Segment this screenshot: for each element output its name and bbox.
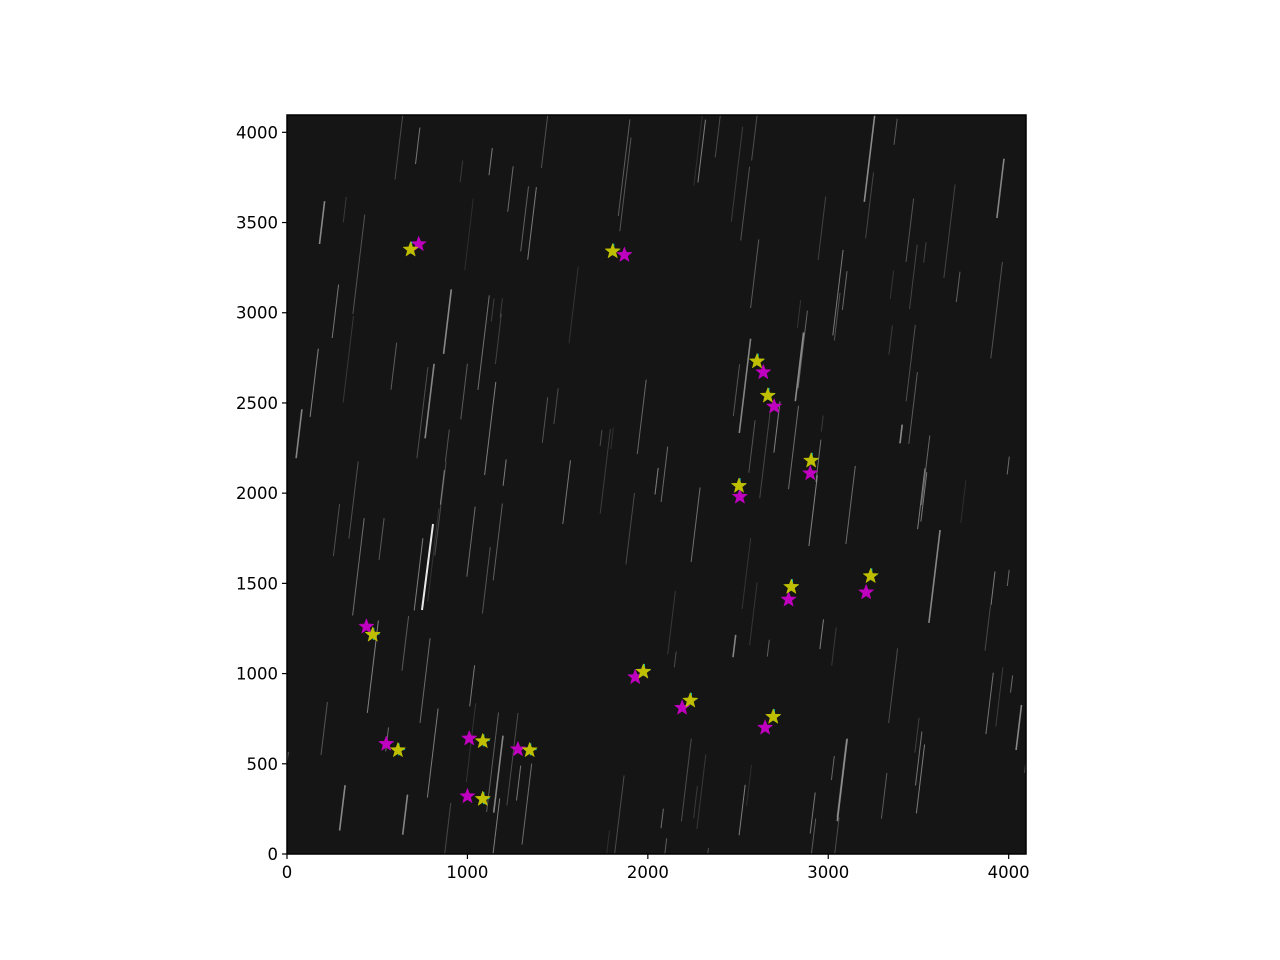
y-tick-label: 1000: [236, 665, 278, 684]
y-tick-label: 3000: [236, 304, 278, 323]
y-tick-label: 3500: [236, 214, 278, 233]
x-tick-label: 0: [282, 863, 293, 882]
y-tick-label: 0: [268, 845, 279, 864]
y-tick-label: 2000: [236, 484, 278, 503]
x-tick-label: 4000: [988, 863, 1030, 882]
y-tick-label: 4000: [236, 123, 278, 142]
y-tick-label: 1500: [236, 574, 278, 593]
y-tick-label: 500: [247, 755, 279, 774]
y-tick-label: 2500: [236, 394, 278, 413]
x-tick-label: 1000: [446, 863, 488, 882]
x-tick-label: 2000: [627, 863, 669, 882]
x-tick-label: 3000: [807, 863, 849, 882]
